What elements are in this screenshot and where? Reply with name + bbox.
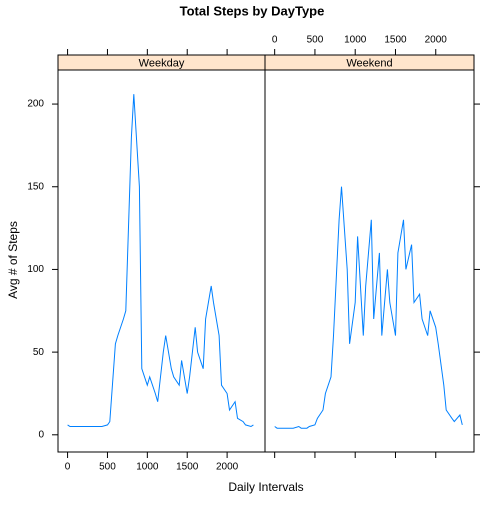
y-axis-label: Avg # of Steps (6, 221, 20, 299)
x-tick-label: 1500 (384, 35, 407, 46)
x-tick-label: 2000 (425, 35, 448, 46)
y-tick-label: 50 (33, 347, 45, 358)
series-line (274, 186, 463, 429)
series-line (67, 94, 254, 428)
x-tick-label: 2000 (216, 462, 239, 473)
panel (57, 69, 266, 453)
x-axis-label: Daily Intervals (228, 480, 303, 494)
chart-title: Total Steps by DayType (180, 3, 325, 18)
panel (264, 69, 475, 453)
strip-label: Weekday (139, 57, 185, 69)
y-tick-label: 100 (27, 264, 44, 275)
x-tick-label: 1500 (176, 462, 199, 473)
x-tick-label: 1000 (344, 35, 367, 46)
x-tick-label: 0 (272, 35, 278, 46)
x-tick-label: 500 (307, 35, 324, 46)
strip-label: Weekend (346, 57, 392, 69)
y-tick-label: 150 (27, 181, 44, 192)
x-tick-label: 500 (99, 462, 116, 473)
y-tick-label: 0 (38, 429, 44, 440)
y-tick-label: 200 (27, 99, 44, 110)
x-tick-label: 0 (65, 462, 71, 473)
x-tick-label: 1000 (136, 462, 159, 473)
